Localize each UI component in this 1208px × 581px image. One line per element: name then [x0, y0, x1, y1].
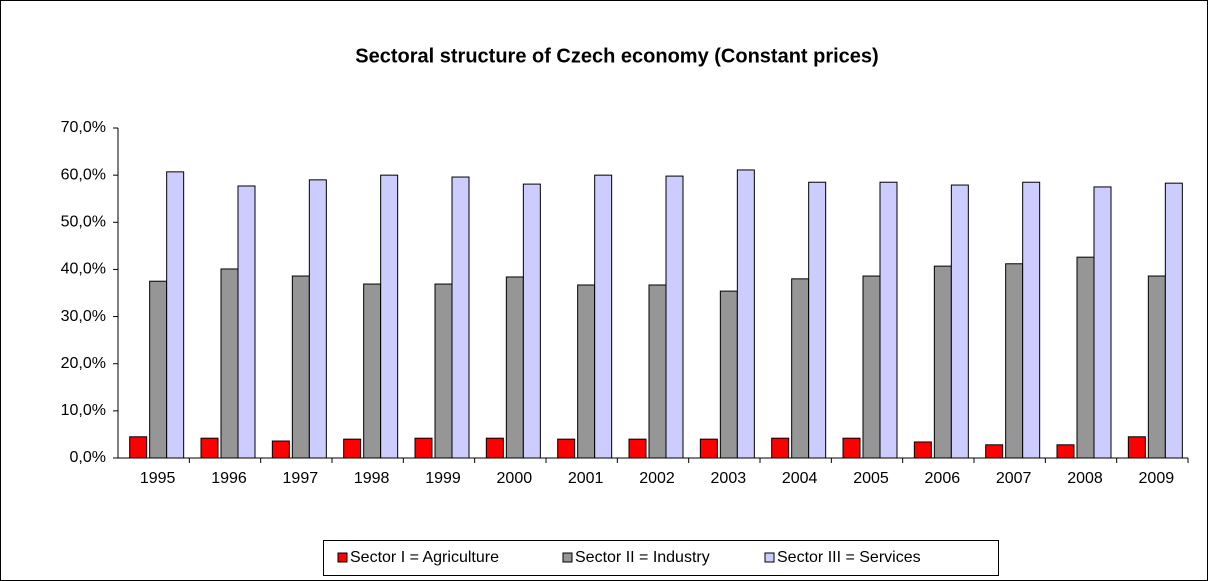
x-tick-label: 2004 — [782, 470, 818, 487]
bar — [237, 185, 256, 459]
bar — [665, 175, 684, 459]
bar — [414, 437, 433, 459]
legend-box — [323, 540, 999, 576]
bar — [1093, 186, 1112, 459]
bar — [380, 174, 399, 459]
bar — [699, 438, 718, 459]
y-tick-label: 30,0% — [61, 308, 106, 325]
legend-marker — [764, 552, 775, 563]
x-tick-label: 2000 — [497, 470, 533, 487]
y-tick-label: 70,0% — [61, 119, 106, 136]
x-tick-label: 2009 — [1139, 470, 1175, 487]
bar — [485, 437, 504, 459]
legend-marker — [562, 552, 573, 563]
x-tick-label: 2005 — [853, 470, 889, 487]
bar — [736, 169, 755, 459]
bar — [950, 184, 969, 459]
bar — [862, 275, 881, 459]
y-tick-label: 60,0% — [61, 166, 106, 183]
x-tick-label: 2007 — [996, 470, 1032, 487]
bar — [628, 438, 647, 459]
bar — [291, 275, 310, 459]
x-tick-label: 1997 — [283, 470, 319, 487]
bar — [220, 268, 239, 459]
y-tick-label: 20,0% — [61, 355, 106, 372]
bar — [363, 283, 382, 459]
bar — [1022, 181, 1041, 459]
x-tick-label: 2003 — [711, 470, 747, 487]
x-tick-label: 2001 — [568, 470, 604, 487]
bar — [129, 436, 148, 459]
chart-title: Sectoral structure of Czech economy (Con… — [355, 45, 878, 67]
bar — [577, 284, 596, 459]
x-tick-label: 2006 — [925, 470, 961, 487]
y-tick-label: 10,0% — [61, 402, 106, 419]
bar — [434, 283, 453, 459]
bar — [719, 290, 738, 459]
legend-marker — [337, 552, 348, 563]
bar — [1127, 436, 1146, 459]
x-tick-label: 2008 — [1067, 470, 1103, 487]
bar — [1076, 256, 1095, 459]
bar — [1005, 263, 1024, 459]
bar — [149, 280, 168, 459]
bar — [522, 183, 541, 459]
bar — [343, 438, 362, 459]
bar — [1147, 275, 1166, 459]
bar — [808, 181, 827, 459]
legend-label: Sector III = Services — [777, 549, 921, 566]
x-tick-label: 2002 — [639, 470, 675, 487]
bar — [200, 437, 219, 459]
legend-label: Sector II = Industry — [575, 549, 710, 566]
bar — [166, 171, 185, 459]
bar — [271, 440, 290, 459]
y-tick-label: 50,0% — [61, 214, 106, 231]
bar — [308, 179, 327, 459]
x-tick-label: 1995 — [140, 470, 176, 487]
bar — [557, 438, 576, 459]
bar — [505, 276, 524, 459]
bar — [791, 278, 810, 459]
bar — [648, 284, 667, 459]
x-tick-label: 1996 — [211, 470, 247, 487]
legend-label: Sector I = Agriculture — [350, 549, 499, 566]
bar — [1164, 182, 1183, 459]
bar — [842, 437, 861, 459]
bar — [879, 181, 898, 459]
bar — [771, 437, 790, 459]
bar — [913, 441, 932, 459]
bar — [1056, 444, 1075, 459]
bar — [594, 174, 613, 459]
bar — [985, 444, 1004, 459]
y-tick-label: 40,0% — [61, 261, 106, 278]
y-tick-label: 0,0% — [70, 449, 106, 466]
x-tick-label: 1999 — [425, 470, 461, 487]
bar — [933, 265, 952, 459]
x-tick-label: 1998 — [354, 470, 390, 487]
bar — [451, 176, 470, 459]
